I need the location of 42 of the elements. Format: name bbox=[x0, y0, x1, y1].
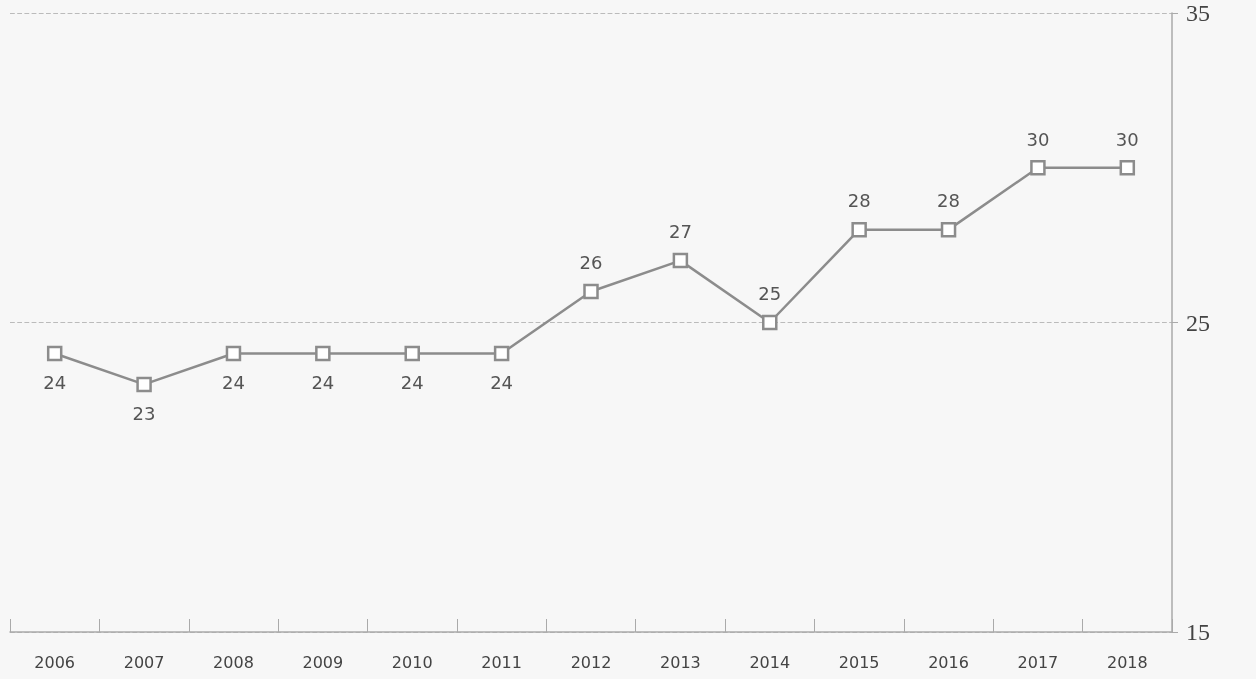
data-label: 24 bbox=[43, 371, 67, 393]
data-label: 24 bbox=[400, 371, 424, 393]
point bbox=[1030, 160, 1046, 176]
data-label: 23 bbox=[132, 402, 156, 424]
point bbox=[493, 345, 510, 362]
data-label: 24 bbox=[490, 371, 514, 393]
data-label: 24 bbox=[311, 371, 335, 393]
x-tick-label: 2007 bbox=[123, 652, 165, 672]
data-label: 28 bbox=[847, 190, 871, 212]
x-tick-label: 2011 bbox=[481, 652, 522, 672]
data-label: 30 bbox=[1026, 128, 1050, 150]
data-label: 24 bbox=[222, 371, 245, 393]
data-label: 30 bbox=[1115, 128, 1139, 150]
data-label: 28 bbox=[937, 190, 960, 212]
point bbox=[851, 221, 867, 238]
point bbox=[46, 345, 63, 362]
x-tick-label: 2013 bbox=[660, 652, 701, 672]
point bbox=[672, 252, 689, 269]
data-label: 27 bbox=[668, 221, 692, 243]
data-label: 26 bbox=[579, 252, 603, 274]
point bbox=[762, 314, 778, 331]
y-tick-label: 35 bbox=[1186, 0, 1210, 26]
x-tick-label: 2016 bbox=[928, 652, 969, 672]
x-tick-label: 2015 bbox=[838, 652, 880, 672]
point bbox=[1119, 160, 1136, 176]
point bbox=[136, 376, 152, 393]
x-tick-label: 2010 bbox=[391, 652, 433, 672]
x-tick-label: 2009 bbox=[302, 652, 344, 672]
point bbox=[315, 345, 331, 362]
x-tick-label: 2008 bbox=[213, 652, 254, 672]
y-tick-label: 15 bbox=[1186, 619, 1210, 645]
point bbox=[583, 283, 599, 300]
point bbox=[404, 345, 420, 362]
x-tick-label: 2012 bbox=[570, 652, 612, 672]
data-label: 25 bbox=[758, 283, 782, 305]
point bbox=[225, 345, 242, 362]
x-tick-label: 2014 bbox=[749, 652, 791, 672]
x-tick-label: 2006 bbox=[34, 652, 76, 672]
point bbox=[940, 221, 957, 238]
y-tick-label: 25 bbox=[1186, 309, 1210, 336]
x-tick-label: 2017 bbox=[1017, 652, 1059, 672]
x-tick-label: 2018 bbox=[1106, 652, 1148, 672]
